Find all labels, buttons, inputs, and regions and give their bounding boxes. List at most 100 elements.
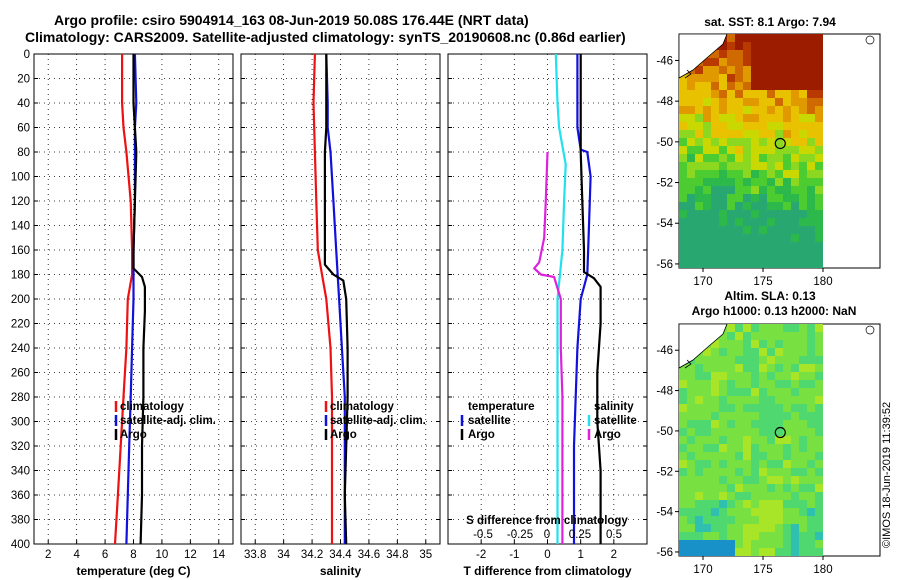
map-cell — [695, 266, 703, 268]
map-cell — [799, 42, 807, 50]
map-cell — [791, 42, 799, 50]
map-cell — [783, 524, 791, 532]
map-cell — [735, 324, 743, 332]
map-cell — [767, 242, 775, 250]
map-cell — [775, 98, 783, 106]
map-cell — [719, 242, 727, 250]
map-cell — [775, 42, 783, 50]
x-tick-label: 10 — [156, 549, 169, 561]
y-tick-label: 80 — [17, 147, 30, 159]
map-cell — [687, 380, 695, 388]
map-cell — [815, 218, 823, 226]
map-cell — [783, 540, 791, 548]
map-cell — [815, 324, 823, 332]
map-cell — [799, 202, 807, 210]
y-tick-label: -56 — [656, 259, 673, 271]
map-cell — [687, 364, 695, 372]
map-cell — [815, 420, 823, 428]
map-cell — [783, 396, 791, 404]
map-cell — [711, 548, 719, 556]
map-cell — [807, 114, 815, 122]
map-cell — [783, 508, 791, 516]
map-cell — [735, 138, 743, 146]
map-cell — [735, 210, 743, 218]
map-cell — [687, 258, 695, 266]
map-cell — [679, 242, 687, 250]
map-cell — [711, 74, 719, 82]
map-cell — [743, 266, 751, 268]
map-cell — [775, 428, 783, 436]
map-cell — [735, 130, 743, 138]
map-cell — [695, 98, 703, 106]
y-tick-label: 240 — [11, 343, 30, 355]
map-cell — [687, 250, 695, 258]
map-cell — [807, 218, 815, 226]
map-cell — [687, 396, 695, 404]
map-cell — [799, 444, 807, 452]
map-cell — [759, 508, 767, 516]
map-cell — [767, 122, 775, 130]
map-cell — [687, 524, 695, 532]
map-cell — [807, 436, 815, 444]
map-cell — [807, 532, 815, 540]
map-cell — [695, 540, 703, 548]
panel-temperature: 0 20 40 60 80 100 120 140 160 180 200 220 240 260 280 3… — [11, 49, 234, 578]
map-cell — [695, 66, 703, 74]
map-cell — [807, 508, 815, 516]
map-cell — [695, 162, 703, 170]
map-cell — [775, 436, 783, 444]
map-cell — [687, 436, 695, 444]
map-cell — [815, 468, 823, 476]
map-cell — [791, 476, 799, 484]
y-tick-label: -52 — [656, 466, 673, 478]
map-cell — [743, 324, 751, 332]
map-cell — [687, 146, 695, 154]
map-cell — [703, 122, 711, 130]
map-cell — [791, 388, 799, 396]
map-cell — [719, 226, 727, 234]
map-cell — [703, 540, 711, 548]
map-cell — [679, 460, 687, 468]
map-cell — [783, 218, 791, 226]
map-cell — [791, 356, 799, 364]
map-cell — [815, 194, 823, 202]
map-cell — [687, 170, 695, 178]
map-cell — [799, 548, 807, 556]
map-cell — [679, 226, 687, 234]
map-cell — [759, 340, 767, 348]
map-cell — [719, 250, 727, 258]
map-cell — [719, 114, 727, 122]
map-cell — [703, 468, 711, 476]
map-cell — [719, 186, 727, 194]
map-cell — [815, 388, 823, 396]
map-cell — [767, 138, 775, 146]
x-tick-label: 170 — [693, 564, 712, 576]
map-cell — [679, 532, 687, 540]
x2-tick-label: 0.25 — [569, 529, 591, 541]
map-cell — [791, 146, 799, 154]
map-cell — [743, 250, 751, 258]
map-cell — [695, 492, 703, 500]
map-cell — [751, 532, 759, 540]
map-cell — [767, 186, 775, 194]
map-cell — [775, 348, 783, 356]
map-cell — [735, 98, 743, 106]
map-cell — [727, 500, 735, 508]
map-cell — [743, 340, 751, 348]
map-cell — [759, 356, 767, 364]
map-cell — [815, 82, 823, 90]
map-cell — [799, 540, 807, 548]
map-cell — [695, 242, 703, 250]
map-cell — [703, 218, 711, 226]
map-cell — [743, 202, 751, 210]
map-cell — [783, 146, 791, 154]
map-cell — [815, 396, 823, 404]
map-cell — [695, 372, 703, 380]
map-cell — [791, 66, 799, 74]
map-cell — [783, 154, 791, 162]
map-cell — [791, 492, 799, 500]
map-cell — [743, 162, 751, 170]
y-tick-label: -54 — [656, 218, 673, 230]
map-cell — [687, 218, 695, 226]
